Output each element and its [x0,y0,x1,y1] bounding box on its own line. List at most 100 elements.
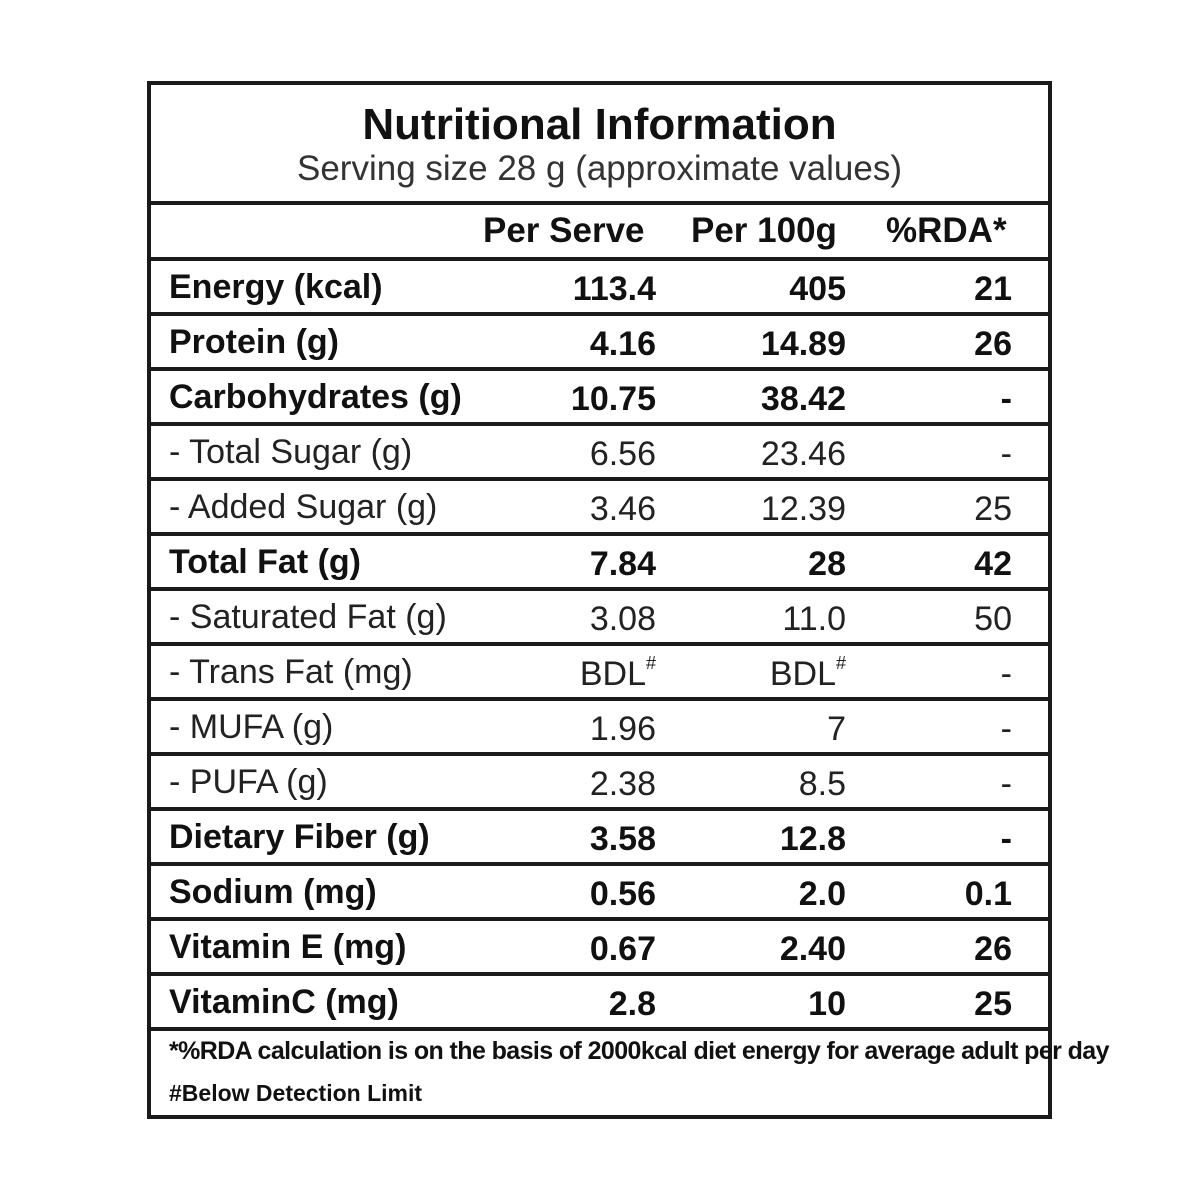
nutrient-label: VitaminC (mg) [169,983,399,1021]
column-header-per-100g: Per 100g [691,211,837,250]
nutrient-label: Carbohydrates (g) [169,378,462,416]
per-100g-cell-value: BDL [769,655,836,693]
nutrient-label: - Added Sugar (g) [169,488,438,526]
nutrient-label: Vitamin E (mg) [169,928,407,966]
per-100g-cell-value: 10 [808,985,846,1023]
table-row: - MUFA (g) 1.96 7 - [151,701,1048,756]
per-100g-cell-value: 405 [789,270,846,308]
table-row: - Total Sugar (g) 6.56 23.46 - [151,426,1048,481]
table-row: - Trans Fat (mg) BDL# BDL# - [151,646,1048,701]
rda-cell: 26 [974,324,1012,364]
per-100g-cell: 23.46 [761,434,846,474]
per-100g-cell-value: 12.8 [779,820,846,858]
per-100g-cell: 14.89 [761,324,846,364]
per-100g-cell-value: 8.5 [798,765,846,803]
nutrient-label: Dietary Fiber (g) [169,818,430,856]
per-100g-cell-value: 2.40 [779,930,846,968]
rda-cell: 25 [974,489,1012,529]
per-100g-cell: 38.42 [761,379,846,419]
rda-cell: - [1001,709,1012,749]
nutrient-label: - Saturated Fat (g) [169,598,447,636]
per-serve-cell: 3.46 [590,489,656,529]
table-row: Sodium (mg) 0.56 2.0 0.1 [151,866,1048,921]
rda-cell-value: 50 [974,600,1012,638]
per-serve-cell-value: 3.08 [589,600,656,638]
per-100g-cell-value: 2.0 [798,875,846,913]
rda-cell-value: - [1000,655,1012,693]
column-header-per-serve: Per Serve [483,211,645,250]
per-100g-cell-value: 12.39 [760,490,846,528]
per-100g-cell-value: 7 [827,710,846,748]
table-row: Dietary Fiber (g) 3.58 12.8 - [151,811,1048,866]
page-title: Nutritional Information [362,100,837,149]
rda-cell-value: 26 [974,930,1012,968]
serving-size-subtitle: Serving size 28 g (approximate values) [296,149,902,188]
table-row: Energy (kcal) 113.4 405 21 [151,261,1048,316]
per-serve-cell-value: BDL [579,655,646,693]
per-serve-cell-value: 7.84 [589,545,656,583]
rda-cell: - [1001,764,1012,804]
table-row: Carbohydrates (g) 10.75 38.42 - [151,371,1048,426]
per-serve-cell: 4.16 [590,324,656,364]
per-serve-cell: BDL# [580,654,656,694]
rda-cell: 25 [974,984,1012,1024]
rda-cell-value: - [1000,380,1012,418]
per-serve-cell-value: 10.75 [570,380,656,418]
per-100g-cell: 28 [808,544,846,584]
rda-cell-value: - [1000,820,1012,858]
per-100g-cell-value: 23.46 [760,435,846,473]
per-100g-cell: 12.8 [780,819,846,859]
nutrient-label: Total Fat (g) [169,543,361,581]
footnotes: *%RDA calculation is on the basis of 200… [151,1027,1109,1115]
table-row: Protein (g) 4.16 14.89 26 [151,316,1048,371]
per-serve-cell-value: 0.67 [589,930,656,968]
per-100g-cell-value: 14.89 [760,325,846,363]
per-100g-cell: 11.0 [782,599,846,639]
per-serve-cell-value: 6.56 [589,435,656,473]
column-headers: Per Serve Per 100g %RDA* [151,205,1048,261]
rda-cell-value: 25 [974,490,1012,528]
per-serve-cell-value: 3.58 [589,820,656,858]
per-100g-cell-value: 38.42 [760,380,846,418]
rda-cell-value: 25 [974,985,1012,1023]
per-serve-cell: 2.38 [590,764,656,804]
rda-cell: 50 [974,599,1012,639]
per-serve-cell: 2.8 [609,984,656,1024]
per-serve-cell: 0.67 [590,929,656,969]
per-serve-cell: 0.56 [590,874,656,914]
rda-footnote: *%RDA calculation is on the basis of 200… [169,1037,1109,1065]
rda-cell-value: 21 [974,270,1012,308]
per-serve-cell-value: 2.38 [589,765,656,803]
per-100g-cell: 2.0 [799,874,846,914]
per-serve-cell: 6.56 [590,434,656,474]
per-serve-cell-value: 113.4 [572,270,656,308]
table-row: Vitamin E (mg) 0.67 2.40 26 [151,921,1048,976]
per-serve-cell: 7.84 [590,544,656,584]
per-serve-cell-value: 1.96 [589,710,656,748]
per-serve-cell-value: 0.56 [589,875,656,913]
nutrient-label: Protein (g) [169,323,339,361]
table-row: - Saturated Fat (g) 3.08 11.0 50 [151,591,1048,646]
rda-cell: 42 [974,544,1012,584]
per-serve-cell: 10.75 [571,379,656,419]
nutrient-label: - Trans Fat (mg) [169,653,413,691]
bdl-footnote: #Below Detection Limit [169,1080,423,1106]
nutrient-label: Sodium (mg) [169,873,377,911]
per-serve-cell-value: 2.8 [608,985,656,1023]
rda-cell: 26 [974,929,1012,969]
footnote-mark: # [645,652,656,673]
per-100g-cell: 12.39 [761,489,846,529]
per-100g-cell: 10 [808,984,846,1024]
rda-cell-value: 26 [974,325,1012,363]
per-100g-cell: 7 [827,709,846,749]
rda-cell-value: - [1000,710,1012,748]
column-header-rda: %RDA* [886,211,1007,250]
nutrition-facts-panel: Nutritional Information Serving size 28 … [147,81,1109,1119]
rda-cell: - [1001,434,1012,474]
table-row: VitaminC (mg) 2.8 10 25 [151,976,1048,1031]
rda-cell: - [1001,819,1012,859]
per-100g-cell: 8.5 [799,764,846,804]
per-serve-cell: 3.08 [590,599,656,639]
panel-header: Nutritional Information Serving size 28 … [151,85,1048,205]
table-row: - PUFA (g) 2.38 8.5 - [151,756,1048,811]
